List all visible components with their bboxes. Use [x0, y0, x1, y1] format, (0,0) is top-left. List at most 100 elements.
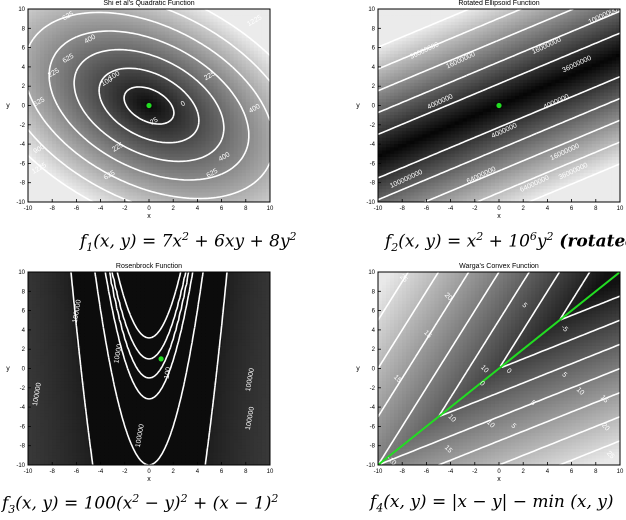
- contour-label: 0: [505, 367, 513, 375]
- x-tick-label: -8: [50, 206, 56, 212]
- contour-label: 100: [100, 76, 114, 88]
- y-tick-label: 0: [22, 367, 26, 373]
- minimum-line: [378, 272, 620, 465]
- y-tick-label: 4: [22, 328, 26, 334]
- y-tick-label: -2: [20, 123, 26, 129]
- y-tick-label: 6: [372, 309, 376, 315]
- contour-label: 100: [164, 367, 173, 380]
- y-tick-label: 8: [372, 26, 376, 32]
- y-tick-label: -4: [20, 405, 26, 411]
- y-axis-label: y: [356, 366, 360, 373]
- contour-line-2: [73, 48, 225, 163]
- contour-label: 625: [206, 168, 220, 180]
- plot-area: 100000 10000 100 100000 100000 100000 100000: [28, 272, 270, 465]
- contour-label: -5: [560, 324, 569, 333]
- x-tick-label: -4: [448, 206, 454, 212]
- x-tick-label: 6: [570, 206, 574, 212]
- contour-label: 100000: [245, 406, 256, 430]
- contour-label: 15: [392, 374, 403, 385]
- x-tick-label: -10: [24, 206, 33, 212]
- contour-label: 625: [33, 96, 47, 108]
- chart-rosenbrock: 10000010000100100000100000100000100000-1…: [6, 270, 274, 483]
- contour-line-2: [94, 272, 204, 465]
- formula-f4: f4(x, y) = |x − y| − min (x, y): [370, 492, 614, 515]
- contour-label: 100000: [72, 299, 83, 323]
- y-tick-label: 10: [368, 270, 375, 276]
- contour-label: 100000: [135, 424, 146, 448]
- y-tick-label: -4: [370, 405, 376, 411]
- contour-label: 0: [180, 100, 187, 108]
- contour-label: 10: [485, 419, 496, 430]
- x-tick-label: -8: [400, 206, 406, 212]
- x-tick-label: 0: [147, 206, 151, 212]
- y-tick-label: 2: [22, 84, 26, 90]
- y-tick-label: 4: [22, 65, 26, 71]
- x-tick-label: -10: [374, 206, 383, 212]
- y-tick-label: 10: [368, 7, 375, 13]
- contour-line-1: [98, 67, 200, 144]
- y-tick-label: -8: [370, 181, 376, 187]
- y-tick-label: -4: [370, 142, 376, 148]
- y-tick-label: 4: [372, 328, 376, 334]
- minimum-point: [496, 102, 502, 109]
- contour-label: 5: [510, 422, 518, 430]
- y-tick-label: -2: [20, 386, 26, 392]
- y-tick-label: -2: [370, 386, 376, 392]
- contour-label: 25: [605, 450, 616, 461]
- x-tick-label: 4: [196, 469, 200, 475]
- contour-label: 400: [83, 34, 97, 46]
- x-tick-label: -6: [74, 469, 80, 475]
- y-tick-label: 6: [22, 309, 26, 315]
- formula-f2: f2(x, y) = x2 + 106y2 (rotated): [385, 230, 626, 255]
- contour-label: 100000: [32, 382, 43, 406]
- x-tick-label: 10: [617, 206, 624, 212]
- x-axis-label: x: [497, 213, 501, 220]
- x-tick-label: 0: [147, 469, 151, 475]
- x-tick-label: 10: [267, 469, 274, 475]
- y-tick-label: 8: [22, 289, 26, 295]
- x-tick-label: 0: [497, 206, 501, 212]
- y-tick-label: 2: [372, 84, 376, 90]
- y-tick-label: 6: [22, 46, 26, 52]
- contour-label: 5: [560, 371, 568, 379]
- x-tick-label: -2: [122, 469, 128, 475]
- contour-label: 10000: [113, 343, 123, 363]
- y-tick-label: -10: [366, 200, 375, 206]
- contour-label: 625: [103, 170, 117, 182]
- y-tick-label: 10: [18, 7, 25, 13]
- x-tick-label: -10: [24, 469, 33, 475]
- x-tick-label: 2: [522, 206, 526, 212]
- panel2-title: Rotated Ellipsoid Function: [458, 0, 540, 7]
- contour-line-0: [108, 272, 190, 379]
- contour-label: 10: [446, 413, 457, 424]
- contour-line-4: [28, 11, 270, 200]
- x-axis-label: x: [147, 213, 151, 220]
- x-tick-label: -8: [400, 469, 406, 475]
- x-tick-label: 8: [244, 206, 248, 212]
- x-tick-label: 0: [497, 469, 501, 475]
- contour-label: 0: [478, 380, 486, 388]
- x-tick-label: 6: [570, 469, 574, 475]
- minimum-point: [158, 356, 164, 362]
- y-tick-label: -8: [370, 444, 376, 450]
- contour-line-5: [28, 9, 270, 202]
- y-tick-label: -10: [16, 200, 25, 206]
- minimum-point: [146, 102, 152, 109]
- x-axis-label: x: [497, 476, 501, 483]
- contour-line-1: [378, 10, 620, 201]
- y-axis-label: y: [6, 103, 10, 110]
- x-tick-label: -4: [98, 469, 104, 475]
- y-tick-label: -6: [370, 424, 376, 430]
- y-tick-label: 2: [372, 347, 376, 353]
- contour-label: 15: [422, 329, 433, 340]
- contour-label: 15: [443, 444, 454, 455]
- contour-line-0: [378, 32, 620, 179]
- contour-label: 5: [529, 399, 537, 407]
- x-tick-label: -4: [448, 469, 454, 475]
- contour-label: 25: [149, 117, 159, 127]
- y-tick-label: 0: [22, 104, 26, 110]
- y-tick-label: 0: [372, 367, 376, 373]
